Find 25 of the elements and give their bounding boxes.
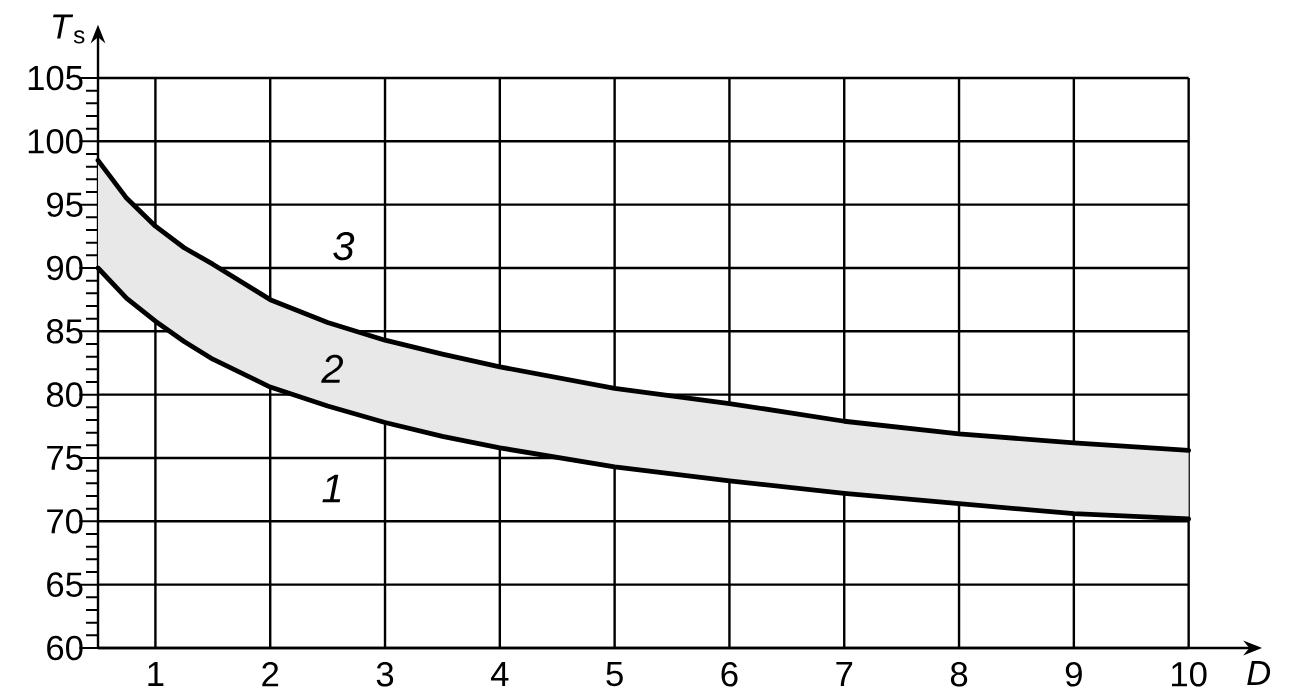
- y-tick-label: 105: [28, 65, 83, 91]
- annotation: 2: [321, 354, 344, 383]
- annotation: 1: [322, 474, 341, 503]
- y-tick-label: 65: [47, 572, 83, 597]
- y-tick-label: 85: [46, 319, 83, 344]
- annotation: 3: [333, 231, 355, 261]
- x-tick-label: 8: [950, 662, 968, 687]
- x-tick-label: 6: [721, 662, 738, 687]
- x-tick-label: 7: [836, 662, 853, 686]
- x-tick-label: 1: [148, 662, 164, 686]
- x-tick-label: 10: [1172, 662, 1207, 687]
- y-tick-label: 100: [28, 129, 83, 154]
- x-tick-label: 2: [262, 662, 279, 687]
- y-tick-label: 75: [47, 445, 83, 471]
- y-tick-label: 60: [47, 635, 83, 661]
- y-tick-label: 95: [47, 192, 83, 217]
- x-tick-label: 9: [1065, 662, 1082, 687]
- x-axis-title: D: [1247, 661, 1271, 685]
- y-tick-label: 90: [47, 255, 83, 281]
- y-axis-title: T$_{s}$: [53, 14, 85, 44]
- x-tick-label: 5: [606, 662, 623, 687]
- y-tick-label: 80: [46, 382, 83, 407]
- y-tick-label: 70: [47, 509, 83, 534]
- x-tick-label: 4: [490, 662, 509, 686]
- x-tick-label: 3: [376, 662, 394, 687]
